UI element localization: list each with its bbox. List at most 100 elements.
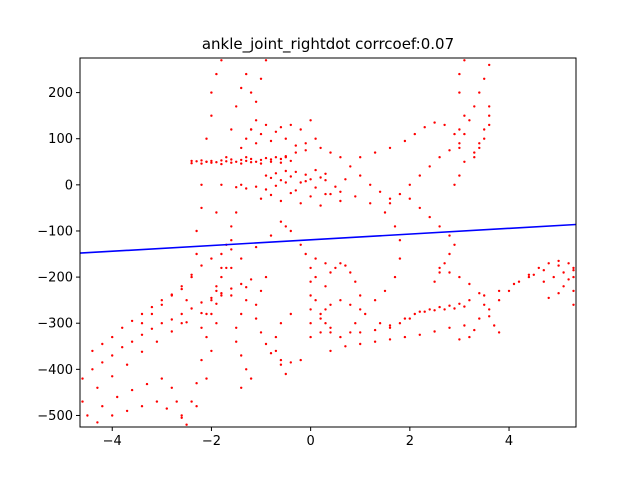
data-point xyxy=(339,156,342,159)
data-point xyxy=(294,170,297,174)
x-tick-label: 2 xyxy=(406,434,414,449)
data-point xyxy=(388,146,392,150)
data-point xyxy=(180,414,183,417)
data-point xyxy=(448,234,451,237)
data-point xyxy=(254,100,258,104)
data-point xyxy=(220,59,223,62)
data-point xyxy=(463,324,466,327)
data-point xyxy=(443,308,446,311)
data-point xyxy=(160,303,163,306)
data-point xyxy=(180,287,183,291)
data-point xyxy=(274,349,278,353)
data-point xyxy=(185,423,188,426)
data-point xyxy=(359,174,362,177)
data-point xyxy=(245,286,248,289)
data-point xyxy=(190,159,193,163)
data-point xyxy=(91,368,94,371)
data-point xyxy=(418,333,421,336)
data-point xyxy=(279,179,283,182)
data-point xyxy=(299,181,302,184)
data-point xyxy=(552,275,555,279)
data-point xyxy=(388,324,392,327)
data-point xyxy=(507,289,511,293)
data-point xyxy=(150,327,154,330)
data-point xyxy=(210,159,213,163)
data-point xyxy=(170,293,173,296)
data-point xyxy=(403,317,407,320)
data-point xyxy=(572,289,575,293)
data-point xyxy=(488,105,491,108)
data-point xyxy=(145,382,149,386)
data-point xyxy=(309,178,312,181)
data-point xyxy=(240,162,243,165)
data-point xyxy=(215,211,218,214)
data-point xyxy=(547,262,550,265)
data-point xyxy=(473,328,476,332)
data-point xyxy=(463,160,466,163)
data-point xyxy=(230,248,233,251)
data-point xyxy=(195,160,198,163)
data-point xyxy=(378,190,382,193)
data-point xyxy=(254,245,258,249)
data-point xyxy=(269,234,273,237)
data-point xyxy=(245,72,248,76)
data-point xyxy=(497,331,501,334)
chart-title: ankle_joint_rightdot corrcoef:0.07 xyxy=(202,35,454,54)
data-point xyxy=(453,307,456,310)
data-point xyxy=(249,157,253,161)
data-point xyxy=(408,183,411,186)
data-point xyxy=(235,326,238,329)
x-tick-label: 4 xyxy=(505,434,513,449)
data-point xyxy=(517,280,521,283)
data-point xyxy=(329,271,332,274)
data-point xyxy=(428,308,431,311)
data-point xyxy=(240,282,243,286)
data-point xyxy=(562,271,565,274)
data-points xyxy=(81,59,575,426)
data-point xyxy=(81,400,84,403)
data-point xyxy=(488,308,491,311)
data-point xyxy=(284,181,287,184)
data-point xyxy=(453,132,456,136)
data-point xyxy=(210,161,213,164)
data-point xyxy=(433,121,436,124)
data-point xyxy=(259,289,263,293)
data-point xyxy=(96,421,99,424)
data-point xyxy=(220,183,223,186)
data-point xyxy=(289,191,292,195)
data-point xyxy=(309,119,312,122)
data-point xyxy=(334,266,337,270)
y-tick-label: 100 xyxy=(48,132,73,147)
data-point xyxy=(111,414,114,417)
data-point xyxy=(458,128,461,131)
data-point xyxy=(448,304,451,307)
data-point xyxy=(433,280,436,283)
data-point xyxy=(215,285,218,288)
data-point xyxy=(354,195,357,198)
regression-line xyxy=(80,223,576,254)
data-point xyxy=(240,146,243,150)
data-point xyxy=(428,165,431,168)
data-point xyxy=(383,211,387,214)
data-point xyxy=(339,299,342,302)
data-point xyxy=(438,305,441,309)
data-point xyxy=(284,169,287,173)
data-point xyxy=(398,322,402,325)
data-point xyxy=(304,252,307,256)
data-point xyxy=(195,252,198,256)
data-point xyxy=(557,264,560,267)
data-point xyxy=(180,322,183,325)
data-point xyxy=(478,146,481,150)
data-point xyxy=(463,114,466,117)
data-point xyxy=(418,310,421,313)
plot-frame xyxy=(79,57,577,428)
data-point xyxy=(116,395,119,399)
data-point xyxy=(101,342,104,346)
data-point xyxy=(200,301,203,304)
data-point xyxy=(373,299,377,302)
data-point xyxy=(200,183,203,186)
y-tick-label: −100 xyxy=(37,224,73,239)
data-point xyxy=(225,156,228,159)
data-point xyxy=(542,269,545,272)
